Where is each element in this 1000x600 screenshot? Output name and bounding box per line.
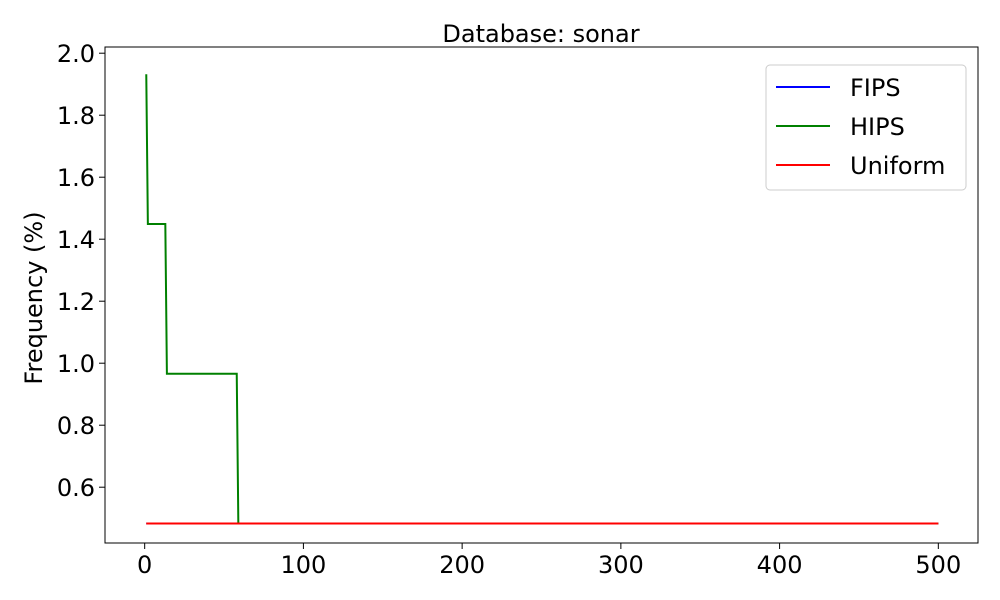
y-tick-label: 1.8 bbox=[57, 102, 95, 130]
x-tick-label: 0 bbox=[137, 551, 152, 579]
y-tick-label: 2.0 bbox=[57, 40, 95, 68]
y-tick-label: 1.0 bbox=[57, 350, 95, 378]
plot-frame bbox=[104, 46, 979, 544]
legend-box bbox=[765, 64, 967, 191]
legend-label-hips: HIPS bbox=[850, 113, 905, 141]
legend-label-fips: FIPS bbox=[850, 74, 901, 102]
x-tick-label: 100 bbox=[281, 551, 327, 579]
x-tick-label: 500 bbox=[915, 551, 961, 579]
x-tick-label: 400 bbox=[757, 551, 803, 579]
y-axis-label: Frequency (%) bbox=[20, 211, 48, 384]
chart-title: Database: sonar bbox=[442, 20, 639, 48]
legend-label-uniform: Uniform bbox=[850, 152, 945, 180]
x-tick-label: 300 bbox=[598, 551, 644, 579]
y-tick-label: 1.6 bbox=[57, 164, 95, 192]
y-tick-label: 0.8 bbox=[57, 412, 95, 440]
y-tick-label: 1.4 bbox=[57, 226, 95, 254]
y-tick-label: 1.2 bbox=[57, 288, 95, 316]
y-tick-label: 0.6 bbox=[57, 474, 95, 502]
x-tick-label: 200 bbox=[439, 551, 485, 579]
